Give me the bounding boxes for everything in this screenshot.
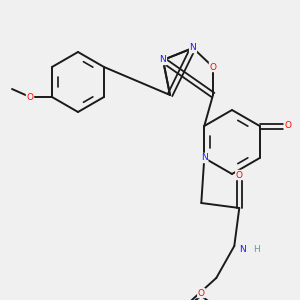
Text: N: N xyxy=(190,44,196,52)
Text: N: N xyxy=(239,244,246,253)
Text: O: O xyxy=(236,170,243,179)
Text: O: O xyxy=(284,122,291,130)
Text: N: N xyxy=(201,154,208,163)
Text: O: O xyxy=(198,289,205,298)
Text: O: O xyxy=(26,92,34,101)
Text: H: H xyxy=(253,244,260,253)
Text: N: N xyxy=(160,56,167,64)
Text: O: O xyxy=(209,62,217,71)
